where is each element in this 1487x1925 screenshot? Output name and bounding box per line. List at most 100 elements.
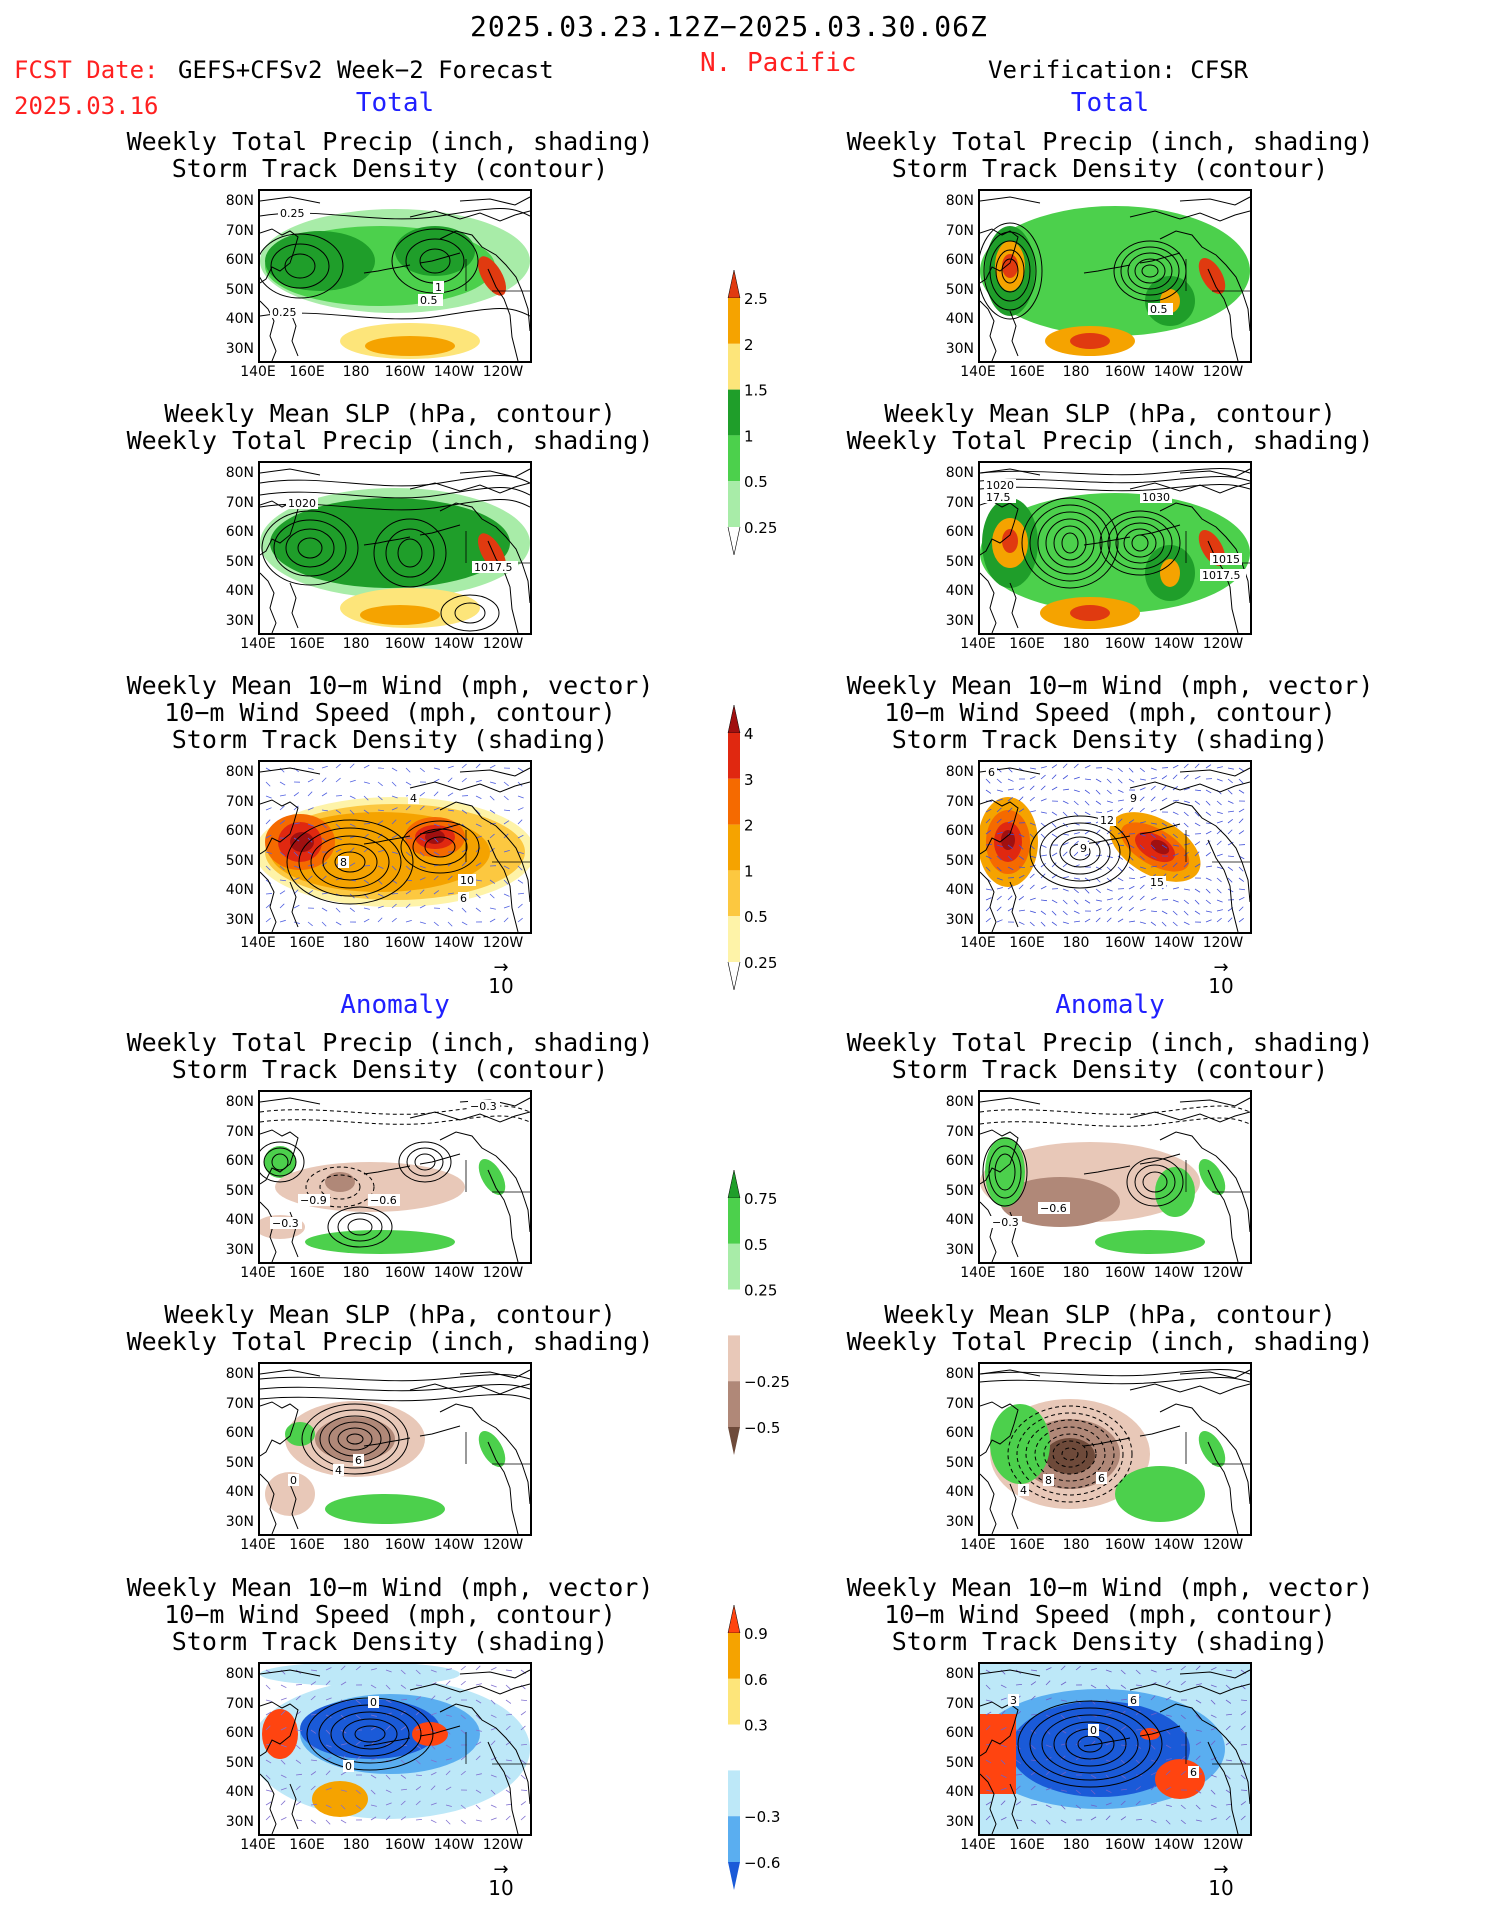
contour-label: 0: [370, 1696, 377, 1709]
verification-label: Verification: CFSR: [988, 56, 1249, 84]
wind-vector: [1195, 1819, 1202, 1822]
wind-vector: [1161, 775, 1168, 780]
wind-vector: [475, 893, 481, 899]
lon-tick-label: 120W: [482, 1265, 524, 1281]
vector-ref-ver-anom: → 10: [1201, 1861, 1241, 1901]
wind-vector: [1180, 1714, 1186, 1720]
wind-vector: [377, 833, 383, 839]
shaded-region: [1198, 1158, 1226, 1196]
wind-vector: [475, 1683, 482, 1686]
lon-tick-label: 140W: [433, 636, 475, 652]
contour-label: 4: [410, 792, 417, 805]
wind-vector: [1095, 778, 1102, 783]
wind-vector: [1106, 917, 1112, 923]
shaded-region: [360, 605, 440, 625]
wind-vector: [1029, 884, 1035, 890]
wind-vector: [1195, 1729, 1202, 1732]
wind-vector: [280, 1787, 287, 1791]
wind-vector: [1238, 778, 1244, 784]
wind-vector: [1150, 767, 1157, 771]
title-line: 10−m Wind Speed (mph, contour): [884, 698, 1336, 727]
lon-tick-label: 120W: [482, 1837, 524, 1853]
wind-vector: [1000, 1710, 1006, 1716]
wind-vector: [370, 1774, 377, 1779]
wind-vector: [1007, 844, 1014, 849]
wind-vector: [1194, 899, 1200, 905]
wind-vector: [1030, 1669, 1037, 1672]
wind-vector: [1120, 1684, 1127, 1689]
wind-vector: [265, 893, 273, 895]
contour-label-bg: [1188, 1766, 1199, 1778]
wind-vector: [1045, 1787, 1052, 1791]
wind-vector: [1183, 862, 1189, 868]
lat-tick-label: 70N: [945, 222, 974, 239]
wind-vector: [1183, 910, 1189, 916]
wind-vector: [430, 1819, 437, 1824]
wind-vector: [503, 879, 509, 885]
wind-vector: [445, 1668, 452, 1671]
colorbar-label: −0.5: [744, 1419, 780, 1437]
section-total-left: Total: [355, 88, 435, 118]
region-label: N. Pacific: [700, 48, 857, 78]
wind-vector: [1018, 866, 1026, 868]
contour-label: 0.5: [420, 294, 438, 307]
wind-vector: [1139, 855, 1145, 861]
wind-vector: [419, 865, 426, 869]
wind-vector: [996, 818, 1002, 824]
title-fcst-precip-total: Weekly Total Precip (inch, shading) Storm…: [120, 128, 660, 182]
contour-line: [1059, 836, 1101, 868]
wind-vector: [520, 1801, 527, 1806]
shaded-region: [262, 1709, 298, 1759]
wind-vector: [1051, 774, 1057, 780]
contour-line: [373, 518, 447, 588]
wind-vector: [265, 795, 272, 799]
contour-line: [1142, 1171, 1168, 1193]
contour-label: 0: [290, 1474, 297, 1487]
wind-vector: [503, 820, 510, 825]
wind-vector: [377, 865, 384, 870]
contour-line: [260, 1115, 530, 1125]
wind-vector: [445, 1804, 452, 1807]
contour-line: [454, 602, 486, 624]
contour-label: −0.6: [370, 1194, 397, 1207]
title-line: Storm Track Density (contour): [891, 154, 1329, 183]
wind-vector: [1095, 800, 1102, 805]
lat-tick-label: 60N: [945, 524, 974, 540]
wind-vector: [1018, 808, 1025, 813]
contour-line: [980, 476, 1250, 484]
wind-vector: [1161, 797, 1168, 802]
wind-vector: [1227, 917, 1233, 923]
wind-vector: [405, 820, 412, 825]
colorbar-label: 0.6: [744, 1671, 768, 1689]
title-line: Weekly Mean SLP (hPa, contour): [884, 1300, 1336, 1329]
lat-tick-label: 50N: [225, 1754, 254, 1771]
lat-tick-label: 70N: [945, 1123, 974, 1140]
wind-vector: [1165, 1729, 1171, 1735]
lat-tick-label: 60N: [225, 823, 254, 839]
contour-label-bg: [433, 281, 444, 293]
lat-tick-label: 80N: [225, 193, 254, 209]
colorbar-canvas: 0.750.50.25−0.25−0.5−0.75: [727, 1169, 790, 1483]
lon-tick-label: 160W: [1104, 1265, 1146, 1281]
wind-vector: [1000, 1697, 1007, 1701]
section-anomaly-right: Anomaly: [1055, 990, 1165, 1020]
wind-vector: [1090, 1789, 1096, 1795]
wind-vector: [1227, 778, 1233, 784]
shaded-region: [260, 1664, 460, 1686]
wind-vector: [996, 895, 1002, 901]
shaded-region: [1155, 1759, 1205, 1799]
wind-vector: [1150, 1771, 1157, 1776]
wind-vector: [335, 921, 342, 926]
wind-vector: [517, 819, 523, 825]
wind-vector: [1227, 819, 1233, 824]
contour-line: [1126, 1157, 1184, 1207]
title-ver-precip-total: Weekly Total Precip (inch, shading) Storm…: [840, 128, 1380, 182]
wind-vector: [1225, 1774, 1231, 1780]
wind-vector: [1240, 1789, 1248, 1791]
contour-set: [305, 1166, 375, 1208]
wind-vector: [415, 1696, 422, 1701]
wind-vector: [1062, 775, 1069, 780]
wind-vector: [475, 795, 482, 800]
lon-tick-label: 160W: [1104, 636, 1146, 652]
wind-vector: [400, 1759, 406, 1765]
